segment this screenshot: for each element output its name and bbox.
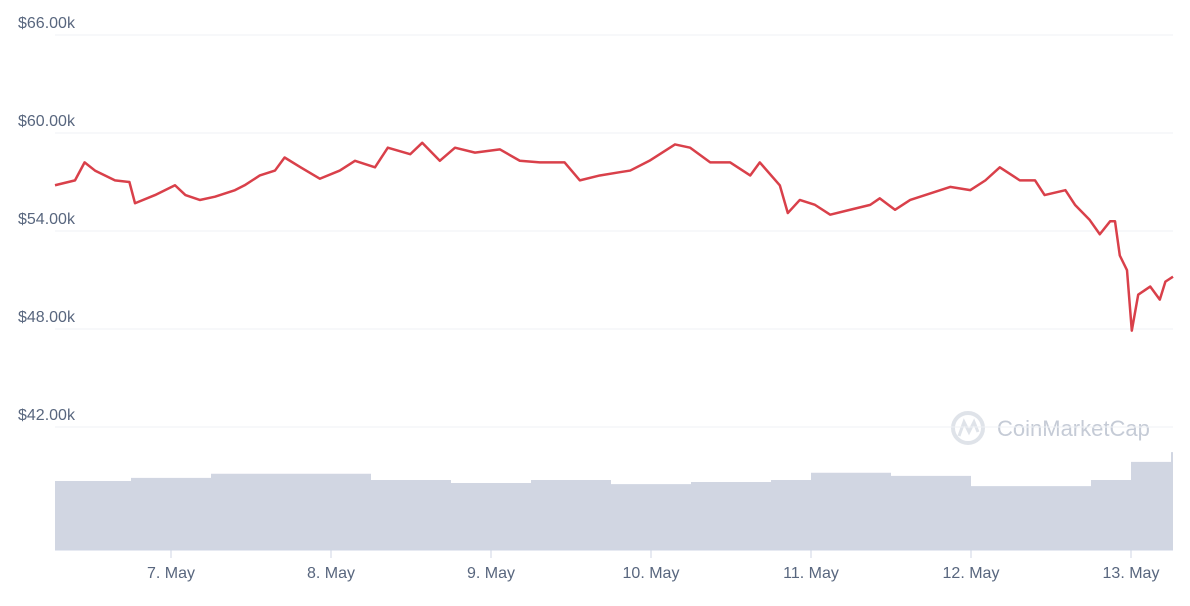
volume-area [55,452,1173,550]
x-tick-label: 8. May [307,565,355,582]
y-tick-label: $42.00k [18,407,76,424]
y-tick-label: $66.00k [18,15,76,32]
x-tick-label: 7. May [147,565,195,582]
watermark: CoinMarketCap [997,416,1150,441]
x-tick-label: 11. May [783,565,839,582]
x-tick-label: 12. May [943,565,1000,582]
watermark-logo [951,411,985,445]
y-tick-label: $54.00k [18,211,76,228]
y-tick-label: $48.00k [18,309,76,326]
plot: $66.00k $60.00k $54.00k $48.00k $42.00k 7. Ma… [18,15,1174,582]
price-line [54,141,1174,332]
y-tick-label: $60.00k [18,113,76,130]
x-tick-label: 10. May [623,565,680,582]
x-tick-label: 9. May [467,565,515,582]
x-tick-label: 13. May [1103,565,1160,582]
